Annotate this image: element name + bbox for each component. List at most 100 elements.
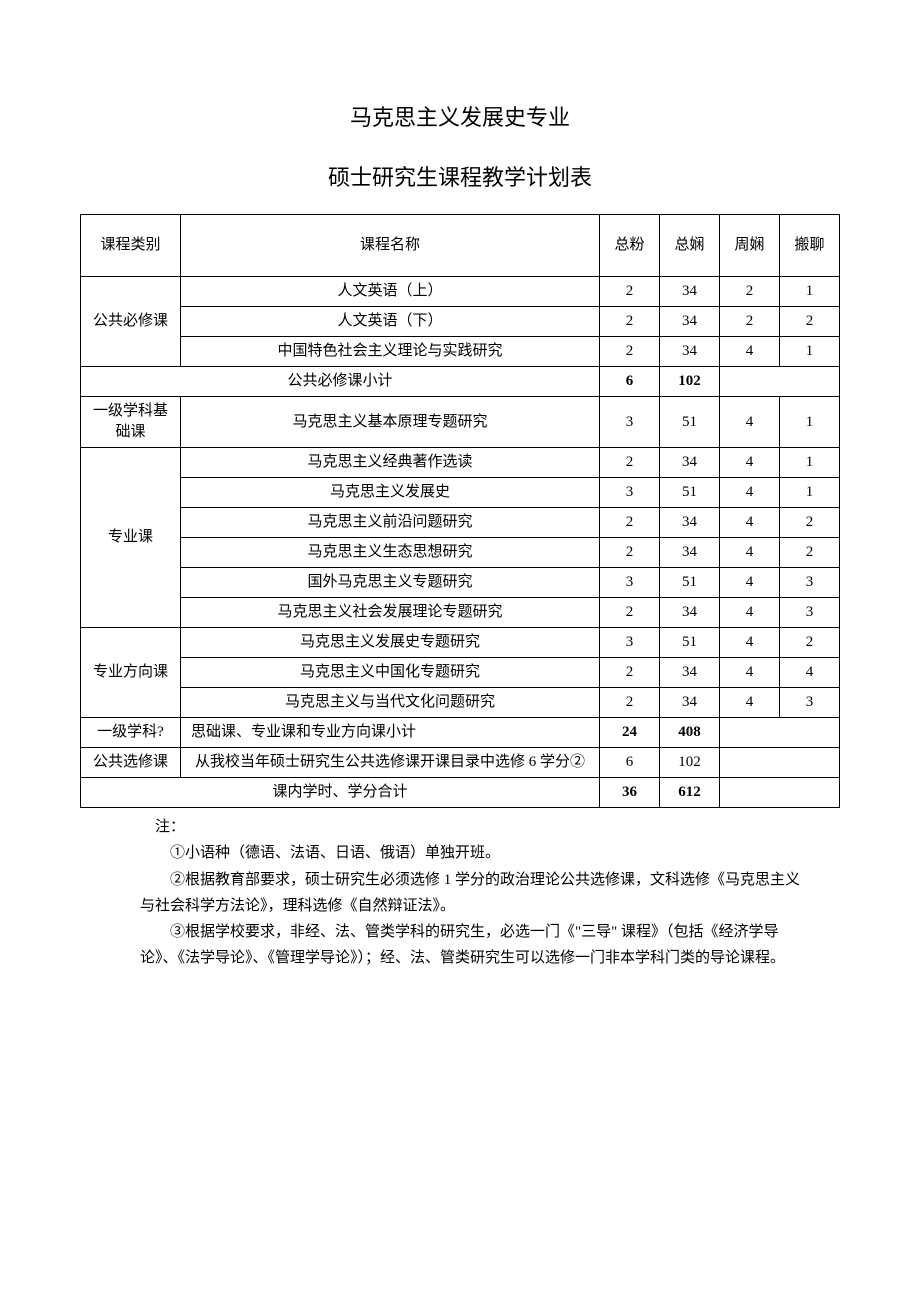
cell: 4 bbox=[720, 397, 780, 448]
course-name: 马克思主义与当代文化问题研究 bbox=[181, 688, 600, 718]
cell: 34 bbox=[660, 448, 720, 478]
subtotal-c2: 102 bbox=[660, 367, 720, 397]
cell: 51 bbox=[660, 478, 720, 508]
note-2: ②根据教育部要求，硕士研究生必须选修 1 学分的政治理论公共选修课，文科选修《马… bbox=[140, 867, 810, 920]
cell: 1 bbox=[780, 277, 840, 307]
cell: 4 bbox=[720, 598, 780, 628]
category-cell: 公共选修课 bbox=[81, 748, 181, 778]
subtotal-label: 公共必修课小计 bbox=[81, 367, 600, 397]
cell: 2 bbox=[600, 307, 660, 337]
cell: 2 bbox=[600, 598, 660, 628]
cell: 2 bbox=[600, 277, 660, 307]
header-category: 课程类别 bbox=[81, 215, 181, 277]
cell: 1 bbox=[780, 397, 840, 448]
cell: 6 bbox=[600, 748, 660, 778]
cell: 3 bbox=[600, 568, 660, 598]
cell: 1 bbox=[780, 448, 840, 478]
category-cell: 专业课 bbox=[81, 448, 181, 628]
course-name: 马克思主义基本原理专题研究 bbox=[181, 397, 600, 448]
course-name: 人文英语（上） bbox=[181, 277, 600, 307]
cell: 2 bbox=[780, 538, 840, 568]
title-major: 马克思主义发展史专业 bbox=[80, 100, 840, 132]
cell: 3 bbox=[780, 568, 840, 598]
empty-cell bbox=[720, 748, 840, 778]
table-row: 公共必修课 人文英语（上） 2 34 2 1 bbox=[81, 277, 840, 307]
title-subtitle: 硕士研究生课程教学计划表 bbox=[80, 160, 840, 192]
cell: 2 bbox=[600, 337, 660, 367]
table-row: 中国特色社会主义理论与实践研究 2 34 4 1 bbox=[81, 337, 840, 367]
subtotal-c1: 24 bbox=[600, 718, 660, 748]
note-3: ③根据学校要求，非经、法、管类学科的研究生，必选一门《"三导" 课程》（包括《经… bbox=[140, 919, 810, 972]
cell: 2 bbox=[780, 628, 840, 658]
cell: 2 bbox=[600, 658, 660, 688]
cell: 2 bbox=[600, 508, 660, 538]
cell: 4 bbox=[720, 688, 780, 718]
empty-cell bbox=[720, 718, 840, 748]
subtotal-label-a: 一级学科? bbox=[81, 718, 181, 748]
cell: 34 bbox=[660, 337, 720, 367]
table-row: 马克思主义中国化专题研究 2 34 4 4 bbox=[81, 658, 840, 688]
cell: 4 bbox=[720, 538, 780, 568]
cell: 34 bbox=[660, 598, 720, 628]
table-row: 专业课 马克思主义经典著作选读 2 34 4 1 bbox=[81, 448, 840, 478]
cell: 3 bbox=[600, 397, 660, 448]
header-c4: 搬聊 bbox=[780, 215, 840, 277]
cell: 51 bbox=[660, 397, 720, 448]
course-name: 马克思主义社会发展理论专题研究 bbox=[181, 598, 600, 628]
notes-section: 注： ①小语种（德语、法语、日语、俄语）单独开班。 ②根据教育部要求，硕士研究生… bbox=[80, 814, 840, 972]
cell: 3 bbox=[780, 598, 840, 628]
category-cell: 一级学科基础课 bbox=[81, 397, 181, 448]
cell: 4 bbox=[720, 508, 780, 538]
cell: 102 bbox=[660, 748, 720, 778]
course-name: 国外马克思主义专题研究 bbox=[181, 568, 600, 598]
table-header-row: 课程类别 课程名称 总粉 总娴 周娴 搬聊 bbox=[81, 215, 840, 277]
course-name: 马克思主义经典著作选读 bbox=[181, 448, 600, 478]
cell: 4 bbox=[720, 478, 780, 508]
cell: 4 bbox=[720, 628, 780, 658]
category-cell: 专业方向课 bbox=[81, 628, 181, 718]
table-row: 马克思主义前沿问题研究 2 34 4 2 bbox=[81, 508, 840, 538]
empty-cell bbox=[720, 778, 840, 808]
table-row: 专业方向课 马克思主义发展史专题研究 3 51 4 2 bbox=[81, 628, 840, 658]
course-name: 马克思主义中国化专题研究 bbox=[181, 658, 600, 688]
cell: 2 bbox=[720, 277, 780, 307]
empty-cell bbox=[720, 367, 840, 397]
cell: 2 bbox=[780, 508, 840, 538]
cell: 4 bbox=[780, 658, 840, 688]
cell: 34 bbox=[660, 658, 720, 688]
total-row: 课内学时、学分合计 36 612 bbox=[81, 778, 840, 808]
cell: 4 bbox=[720, 658, 780, 688]
header-c3: 周娴 bbox=[720, 215, 780, 277]
course-name: 中国特色社会主义理论与实践研究 bbox=[181, 337, 600, 367]
table-row: 国外马克思主义专题研究 3 51 4 3 bbox=[81, 568, 840, 598]
total-label: 课内学时、学分合计 bbox=[81, 778, 600, 808]
cell: 4 bbox=[720, 568, 780, 598]
table-row: 公共选修课 从我校当年硕士研究生公共选修课开课目录中选修 6 学分② 6 102 bbox=[81, 748, 840, 778]
cell: 3 bbox=[600, 478, 660, 508]
subtotal-c1: 6 bbox=[600, 367, 660, 397]
table-row: 马克思主义社会发展理论专题研究 2 34 4 3 bbox=[81, 598, 840, 628]
total-c1: 36 bbox=[600, 778, 660, 808]
cell: 34 bbox=[660, 508, 720, 538]
cell: 4 bbox=[720, 337, 780, 367]
subtotal-row: 一级学科? 思础课、专业课和专业方向课小计 24 408 bbox=[81, 718, 840, 748]
cell: 2 bbox=[600, 448, 660, 478]
cell: 34 bbox=[660, 688, 720, 718]
cell: 34 bbox=[660, 277, 720, 307]
cell: 51 bbox=[660, 568, 720, 598]
cell: 1 bbox=[780, 337, 840, 367]
course-name: 人文英语（下） bbox=[181, 307, 600, 337]
cell: 34 bbox=[660, 538, 720, 568]
subtotal-c2: 408 bbox=[660, 718, 720, 748]
course-name: 马克思主义发展史专题研究 bbox=[181, 628, 600, 658]
curriculum-table: 课程类别 课程名称 总粉 总娴 周娴 搬聊 公共必修课 人文英语（上） 2 34… bbox=[80, 214, 840, 808]
table-row: 马克思主义生态思想研究 2 34 4 2 bbox=[81, 538, 840, 568]
table-row: 马克思主义发展史 3 51 4 1 bbox=[81, 478, 840, 508]
table-row: 一级学科基础课 马克思主义基本原理专题研究 3 51 4 1 bbox=[81, 397, 840, 448]
subtotal-row: 公共必修课小计 6 102 bbox=[81, 367, 840, 397]
cell: 3 bbox=[780, 688, 840, 718]
cell: 2 bbox=[600, 538, 660, 568]
course-name: 马克思主义生态思想研究 bbox=[181, 538, 600, 568]
table-row: 人文英语（下） 2 34 2 2 bbox=[81, 307, 840, 337]
cell: 34 bbox=[660, 307, 720, 337]
